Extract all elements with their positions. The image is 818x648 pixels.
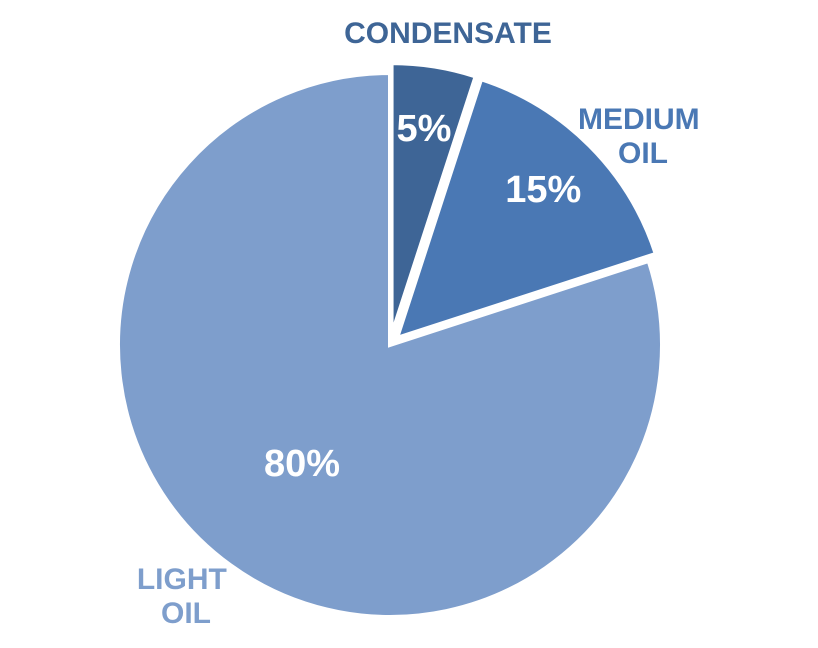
pie-slice [116, 70, 664, 619]
category-label-line: OIL [618, 137, 668, 170]
category-label-line: OIL [161, 597, 211, 630]
pie-slice [389, 61, 479, 336]
value-label: 5% [396, 108, 451, 150]
value-label: 15% [505, 169, 581, 211]
category-label: CONDENSATE [344, 17, 552, 50]
category-label-line: LIGHT [137, 563, 235, 596]
category-label: MEDIUM OIL [578, 103, 708, 170]
value-label: 80% [264, 443, 340, 485]
category-label-line: MEDIUM [578, 103, 708, 136]
pie-slice [393, 76, 659, 342]
category-label: LIGHT OIL [137, 563, 235, 630]
